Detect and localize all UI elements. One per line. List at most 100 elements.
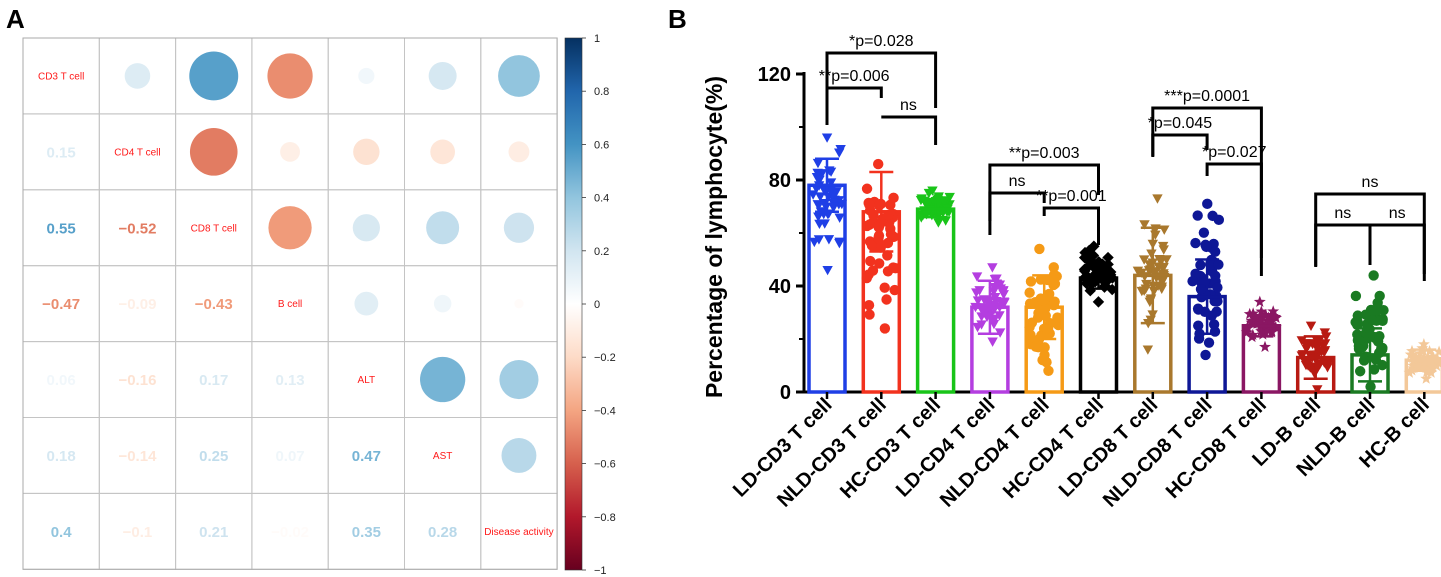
colorbar-tick-label: −0.8 xyxy=(594,512,616,524)
variable-label: CD3 T cell xyxy=(38,71,84,82)
data-point xyxy=(1083,260,1095,272)
colorbar-tick-label: 0.8 xyxy=(594,86,609,98)
correlation-value: −0.02 xyxy=(271,524,309,541)
data-point xyxy=(1152,194,1163,204)
data-point xyxy=(921,210,932,220)
significance-label: ns xyxy=(1362,174,1379,191)
data-point xyxy=(1358,355,1370,366)
data-point xyxy=(1354,366,1366,377)
data-point xyxy=(825,167,837,177)
correlation-value: −0.52 xyxy=(118,220,156,237)
data-point xyxy=(995,284,1006,294)
data-point xyxy=(822,265,833,276)
data-point xyxy=(1098,281,1111,293)
significance-label: *p=0.028 xyxy=(849,33,914,50)
significance-bracket: **p=0.006 xyxy=(819,68,890,118)
data-point xyxy=(933,218,944,228)
data-point xyxy=(1158,262,1169,273)
data-point xyxy=(1140,284,1151,294)
data-point xyxy=(825,178,837,188)
data-point xyxy=(813,235,825,245)
data-point xyxy=(1420,372,1433,384)
colorbar-tick-label: 0.2 xyxy=(594,246,609,258)
variable-label: ALT xyxy=(358,375,376,386)
correlation-circle xyxy=(353,138,380,166)
data-point xyxy=(1043,365,1054,376)
data-point xyxy=(812,168,823,179)
data-point xyxy=(1192,210,1203,221)
data-point xyxy=(1040,323,1052,335)
data-point xyxy=(879,323,891,334)
data-point xyxy=(987,263,998,273)
panel-label-b: B xyxy=(668,4,687,34)
data-point xyxy=(1102,251,1114,264)
data-point xyxy=(1253,314,1266,327)
data-point xyxy=(1427,351,1440,363)
bracket-line xyxy=(1042,206,1100,245)
data-point xyxy=(1209,326,1221,337)
data-point xyxy=(873,200,885,211)
colorbar-tick-label: 0 xyxy=(594,299,600,311)
data-point xyxy=(1296,336,1307,346)
data-point xyxy=(812,158,824,169)
data-point xyxy=(1037,294,1048,306)
correlation-circle xyxy=(508,141,530,163)
correlation-circle xyxy=(501,437,537,473)
data-point xyxy=(864,309,875,320)
data-point xyxy=(1193,333,1205,344)
data-point xyxy=(1106,283,1118,296)
data-point xyxy=(1200,349,1211,361)
data-point xyxy=(1158,245,1169,255)
correlation-value: 0.13 xyxy=(275,372,304,389)
data-point xyxy=(1193,304,1204,315)
data-point xyxy=(1049,296,1060,307)
correlation-value: 0.21 xyxy=(199,524,228,541)
bracket-line xyxy=(1368,223,1426,281)
data-point xyxy=(807,190,819,200)
data-point xyxy=(1209,246,1221,257)
data-point xyxy=(1246,328,1259,341)
data-point xyxy=(998,297,1010,307)
significance-label: ***p=0.0001 xyxy=(1164,88,1250,105)
data-point xyxy=(882,237,894,249)
panel-label-a: A xyxy=(6,4,25,34)
data-point xyxy=(1099,268,1112,280)
correlation-value: 0.25 xyxy=(199,448,228,465)
data-point xyxy=(1201,241,1212,253)
data-point xyxy=(1265,325,1278,337)
data-point xyxy=(1034,243,1045,255)
data-point xyxy=(889,284,900,296)
data-point xyxy=(1190,237,1201,249)
significance-bracket: **p=0.001 xyxy=(1036,188,1107,245)
data-point xyxy=(1259,340,1271,352)
data-point xyxy=(834,213,845,223)
data-point xyxy=(1409,350,1422,363)
data-point xyxy=(1079,265,1091,277)
bracket-line xyxy=(988,191,1046,221)
correlation-circle xyxy=(124,63,151,89)
correlation-value: −0.47 xyxy=(42,296,80,313)
correlation-circle xyxy=(268,206,312,250)
data-point xyxy=(861,183,873,194)
significance-label: **p=0.001 xyxy=(1036,188,1107,205)
data-point xyxy=(1412,352,1425,365)
data-point xyxy=(1024,287,1035,298)
data-point xyxy=(1414,347,1427,359)
data-point xyxy=(1193,320,1204,331)
correlation-value: −0.09 xyxy=(118,296,156,313)
data-point xyxy=(976,320,987,330)
data-point xyxy=(866,240,878,251)
data-point xyxy=(821,133,833,143)
correlation-circle xyxy=(426,211,460,245)
data-point xyxy=(1090,259,1102,271)
data-point xyxy=(1411,359,1423,371)
data-point xyxy=(1353,343,1365,355)
data-point xyxy=(994,311,1005,321)
data-point xyxy=(1203,337,1215,348)
data-point xyxy=(873,158,884,170)
data-point xyxy=(888,192,899,204)
correlation-value: −0.16 xyxy=(118,372,156,389)
significance-label: ns xyxy=(900,97,917,114)
correlation-value: 0.28 xyxy=(428,524,457,541)
data-point xyxy=(1367,315,1378,326)
